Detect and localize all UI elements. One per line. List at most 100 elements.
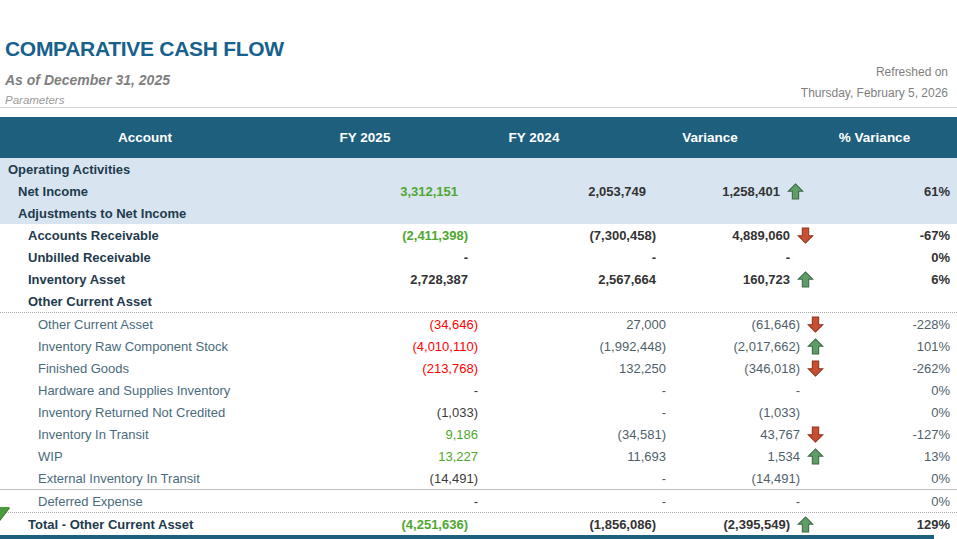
table-row[interactable]: Finished Goods(213,768)132,250(346,018)-… [0,357,957,379]
pct-variance-value: -228% [830,317,957,332]
pct-variance-value: -67% [820,228,957,243]
fy2024-value: - [478,405,666,420]
down-arrow-icon [807,426,824,443]
variance-value: 1,534 [666,449,800,464]
table-row[interactable]: Hardware and Supplies Inventory---0% [0,379,957,401]
fy2024-value: - [478,471,666,486]
variance-arrow-cell [790,227,820,244]
variance-value: 4,889,060 [656,228,790,243]
variance-value: (346,018) [666,361,800,376]
fy2024-value: (34,581) [478,427,666,442]
variance-arrow-cell [800,448,830,465]
variance-arrow-cell [800,316,830,333]
pct-variance-value: 129% [820,517,957,532]
fy2025-value: (14,491) [328,471,478,486]
table-header-row: Account FY 2025 FY 2024 Variance % Varia… [0,117,957,158]
variance-value: (2,017,662) [666,339,800,354]
account-label: Operating Activities [0,162,298,177]
variance-arrow-cell [780,183,810,200]
table-row[interactable]: Inventory Returned Not Credited(1,033)-(… [0,401,957,423]
pct-variance-value: 61% [810,184,957,199]
fy2025-value: (2,411,398) [318,228,468,243]
table-row[interactable]: Other Current Asset [0,290,957,312]
account-label: Deferred Expense [0,494,328,509]
fy2025-value: 3,312,151 [308,184,458,199]
up-arrow-icon [787,183,804,200]
table-row[interactable]: Total - Other Current Asset(4,251,636)(1… [0,512,957,535]
down-arrow-icon [807,316,824,333]
variance-value: (1,033) [666,405,800,420]
table-row[interactable]: Operating Activities [0,158,957,180]
column-header-fy2025[interactable]: FY 2025 [290,130,440,145]
pct-variance-value: -127% [830,427,957,442]
bottom-accent-bar [0,535,934,539]
fy2024-value: - [468,250,656,265]
pct-variance-value: 101% [830,339,957,354]
parameters-toggle[interactable]: Parameters [5,94,64,106]
fy2024-value: 2,567,664 [468,272,656,287]
variance-arrow-cell [800,426,830,443]
table-row[interactable]: Inventory Asset2,728,3872,567,664160,723… [0,268,957,290]
account-label: Unbilled Receivable [0,250,318,265]
column-header-account[interactable]: Account [0,130,290,145]
account-label: Inventory In Transit [0,427,328,442]
table-row[interactable]: Unbilled Receivable---0% [0,246,957,268]
table-row[interactable]: Adjustments to Net Income [0,202,957,224]
fy2024-value: (1,856,086) [468,517,656,532]
fy2024-value: (7,300,458) [468,228,656,243]
variance-arrow-cell [800,360,830,377]
table-row[interactable]: Inventory In Transit9,186(34,581)43,767 -… [0,423,957,445]
fy2025-value: 9,186 [328,427,478,442]
variance-value: 43,767 [666,427,800,442]
fy2024-value: 132,250 [478,361,666,376]
variance-arrow-cell [790,271,820,288]
account-label: Inventory Asset [0,272,318,287]
fy2024-value: 2,053,749 [458,184,646,199]
pct-variance-value: 6% [820,272,957,287]
account-label: Adjustments to Net Income [0,206,308,221]
fy2025-value: (4,251,636) [318,517,468,532]
variance-arrow-cell [790,516,820,533]
table-row[interactable]: Other Current Asset(34,646)27,000(61,646… [0,312,957,335]
fy2025-value: (34,646) [328,317,478,332]
table-row[interactable]: Deferred Expense---0% [0,489,957,512]
fy2025-value: (4,010,110) [328,339,478,354]
pct-variance-value: 0% [830,405,957,420]
account-label: Finished Goods [0,361,328,376]
column-header-fy2024[interactable]: FY 2024 [440,130,628,145]
down-arrow-icon [797,227,814,244]
report-canvas: COMPARATIVE CASH FLOW As of December 31,… [0,0,957,539]
up-arrow-icon [807,448,824,465]
header-divider [0,107,957,108]
account-label: Inventory Raw Component Stock [0,339,328,354]
variance-value: (14,491) [666,471,800,486]
pct-variance-value: 0% [830,471,957,486]
refreshed-on-label: Refreshed on [801,62,948,83]
up-arrow-icon [807,338,824,355]
fy2025-value: 2,728,387 [318,272,468,287]
account-label: Other Current Asset [0,294,318,309]
table-row[interactable]: Inventory Raw Component Stock(4,010,110)… [0,335,957,357]
account-label: Accounts Receivable [0,228,318,243]
up-arrow-icon [797,271,814,288]
variance-value: - [656,250,790,265]
variance-arrow-cell [800,338,830,355]
variance-value: - [666,383,800,398]
fy2024-value: 27,000 [478,317,666,332]
pct-variance-value: 13% [830,449,957,464]
pct-variance-value: 0% [830,383,957,398]
fy2025-value: - [328,383,478,398]
table-row[interactable]: WIP13,22711,6931,53413% [0,445,957,467]
column-header-variance[interactable]: Variance [628,130,792,145]
refresh-info: Refreshed on Thursday, February 5, 2026 [801,62,948,104]
account-label: WIP [0,449,328,464]
table-row[interactable]: Accounts Receivable(2,411,398)(7,300,458… [0,224,957,246]
variance-value: - [666,494,800,509]
table-row[interactable]: External Inventory In Transit(14,491)-(1… [0,467,957,489]
refreshed-date: Thursday, February 5, 2026 [801,83,948,104]
table-row[interactable]: Net Income3,312,1512,053,7491,258,40161% [0,180,957,202]
pct-variance-value: 0% [820,250,957,265]
account-label: Total - Other Current Asset [0,517,318,532]
fy2024-value: (1,992,448) [478,339,666,354]
column-header-pct-variance[interactable]: % Variance [792,130,957,145]
